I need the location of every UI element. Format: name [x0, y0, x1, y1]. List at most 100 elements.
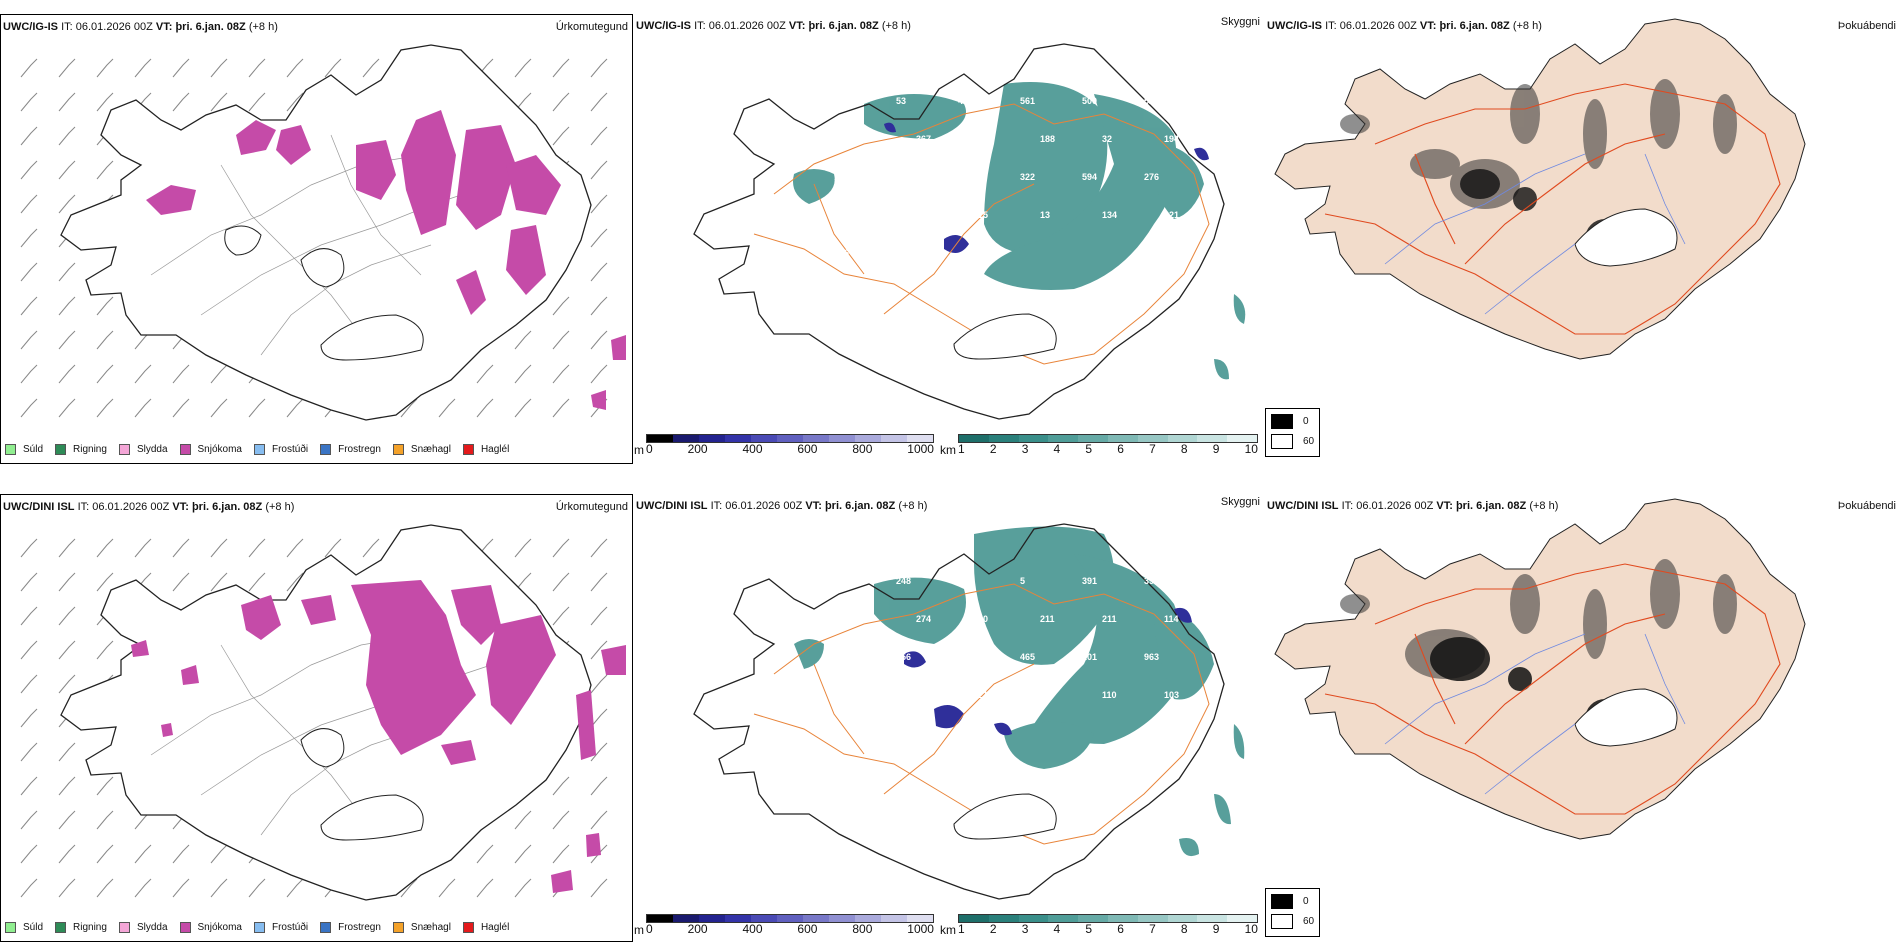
legend-swatch: [392, 444, 404, 455]
legend-label: Rigning: [73, 922, 107, 933]
fog-legend-top: 0 60: [1265, 408, 1320, 457]
scale-tick-label: 6: [1117, 922, 1124, 936]
wind-barb: [20, 878, 38, 898]
wind-barb: [96, 296, 114, 316]
legend-swatch: [118, 922, 130, 933]
wind-barb: [96, 810, 114, 830]
visibility-value-label: 53: [896, 96, 906, 106]
wind-barb: [134, 364, 152, 384]
visibility-value-label: 211: [1040, 614, 1055, 624]
visibility-value-label: 553: [978, 134, 993, 144]
visibility-value-label: 476: [834, 248, 849, 258]
wind-barb: [20, 708, 38, 728]
legend-swatch: [462, 444, 474, 455]
visibility-value-label: 183: [958, 652, 973, 662]
scale-tick-label: 400: [742, 922, 763, 936]
panel-label-precip: Úrkomutegund: [555, 21, 628, 33]
legend-label: Haglél: [480, 922, 510, 933]
legend-label: Súld: [23, 922, 44, 933]
legend-item-sudl: Súld: [5, 444, 43, 455]
wind-barb: [58, 126, 76, 146]
wind-barb: [552, 58, 570, 78]
visibility-value-label: 256: [896, 652, 911, 662]
legend-item-frostudi: Frostúði: [253, 922, 308, 933]
scale-tick-label: 2: [989, 922, 997, 936]
cloudbase-scale-top: m 0 200 400 600 800 1000: [634, 434, 934, 456]
wind-barb: [20, 228, 38, 248]
legend-swatch: [320, 922, 332, 933]
wind-barb: [210, 878, 228, 898]
legend-label: Slydda: [136, 922, 168, 933]
legend-item-slydda: Slydda: [118, 922, 168, 933]
visibility-value-label: 248: [896, 576, 911, 586]
wind-barb: [134, 58, 152, 78]
fog-swatch: [1271, 414, 1293, 429]
fog-panel-bottom: UWC/DINI ISL IT: 06.01.2026 00Z VT: þri.…: [1265, 494, 1900, 894]
wind-barb: [590, 810, 608, 830]
wind-barb: [248, 398, 266, 418]
scale-cell: [881, 915, 907, 922]
visibility-value-label: 50: [978, 614, 988, 624]
wind-barb: [514, 810, 532, 830]
scale-tick-label: 8: [1180, 442, 1188, 456]
fog-legend-row: 60: [1271, 914, 1319, 929]
scale-tick-label: 3: [1021, 442, 1029, 456]
scale-unit: km: [940, 923, 956, 937]
scale-bar: 0 200 400 600 800 1000: [646, 914, 934, 936]
fog-legend-row: 0: [1271, 894, 1319, 909]
model-name: UWC/DINI ISL: [3, 501, 75, 513]
wind-barb: [96, 878, 114, 898]
wind-barb: [476, 844, 494, 864]
scale-cell: [881, 435, 907, 442]
wind-barb: [96, 364, 114, 384]
scale-tick-label: 9: [1212, 442, 1220, 456]
scale-bar: 0 200 400 600 800 1000: [646, 434, 934, 456]
roads: [753, 583, 1210, 845]
wind-barb: [286, 538, 304, 558]
scale-cell: [1167, 435, 1198, 442]
wind-barb: [96, 572, 114, 592]
legend-label: Frostregn: [338, 444, 381, 455]
wind-barb: [248, 92, 266, 112]
scale-cell: [855, 435, 881, 442]
visibility-value-label: 32: [1102, 134, 1112, 144]
fog-swatch: [1271, 894, 1293, 909]
legend-swatch: [55, 922, 67, 933]
legend-swatch: [55, 444, 67, 455]
legend-item-snaehagl: Snæhagl: [392, 444, 451, 455]
wind-barb: [58, 262, 76, 282]
scale-cell: [959, 435, 989, 442]
legend-label: Súld: [23, 444, 44, 455]
scale-cell: [647, 915, 673, 922]
it-value: 06.01.2026 00Z: [725, 500, 803, 512]
legend-swatch: [5, 922, 16, 933]
legend-item-haglel: Haglél: [462, 922, 510, 933]
wind-barb: [590, 92, 608, 112]
wind-barb: [476, 364, 494, 384]
scale-cell: [1227, 915, 1257, 922]
scale-cell: [1018, 915, 1049, 922]
wind-barb: [552, 296, 570, 316]
wind-barb: [248, 58, 266, 78]
panel-title-top-fog: UWC/IG-IS IT: 06.01.2026 00Z VT: þri. 6.…: [1267, 20, 1542, 32]
wind-barb: [96, 398, 114, 418]
legend-item-snaehagl: Snæhagl: [392, 922, 451, 933]
scale-tick-label: 5: [1085, 442, 1093, 456]
scale-cell: [673, 435, 699, 442]
wind-barb: [20, 160, 38, 180]
wind-barb: [96, 776, 114, 796]
visibility-value-label: 968: [896, 172, 911, 182]
wind-barb: [96, 538, 114, 558]
fog-legend-row: 60: [1271, 434, 1319, 449]
snow-areas: [146, 110, 626, 410]
visibility-value-label: 270: [834, 652, 849, 662]
legend-label: Snæhagl: [410, 444, 451, 455]
wind-barb: [590, 296, 608, 316]
scale-cell: [1227, 435, 1257, 442]
wind-barb: [552, 398, 570, 418]
wind-barb: [590, 160, 608, 180]
visibility-scale-top: km 1 2 3 4 5 6 7 8 9 10: [940, 434, 1260, 456]
lead-time: (+8 h): [898, 500, 928, 512]
scale-tick-label: 7: [1149, 922, 1156, 936]
glacier-white: [1574, 208, 1678, 267]
